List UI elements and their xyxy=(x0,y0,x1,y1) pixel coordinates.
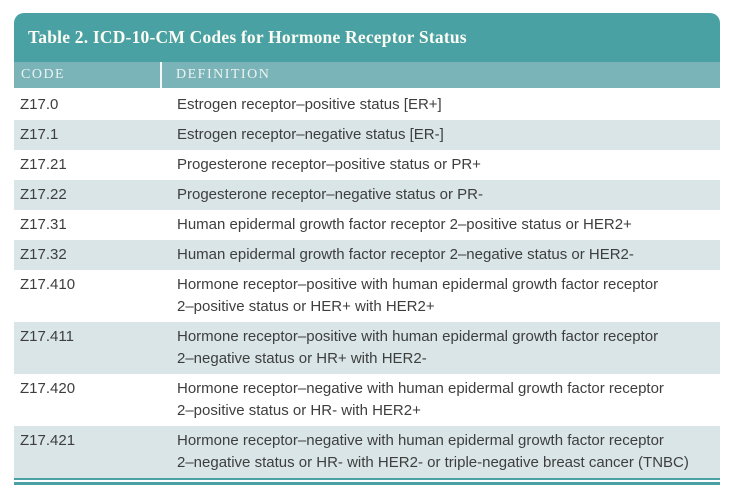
table-row: Z17.1 Estrogen receptor–negative status … xyxy=(14,120,720,150)
table-row: Z17.421 Hormone receptor–negative with h… xyxy=(14,426,720,478)
code-cell: Z17.21 xyxy=(20,156,67,173)
code-cell: Z17.0 xyxy=(20,96,59,113)
table-column-header-row: CODE DEFINITION xyxy=(14,62,720,88)
definition-cell: Estrogen receptor–negative status [ER-] xyxy=(177,126,444,143)
definition-cell: Human epidermal growth factor receptor 2… xyxy=(177,216,632,233)
column-header-code: CODE xyxy=(14,62,162,88)
code-cell: Z17.421 xyxy=(20,432,76,449)
code-cell: Z17.410 xyxy=(20,276,76,293)
code-cell: Z17.411 xyxy=(20,328,74,345)
code-cell: Z17.420 xyxy=(20,380,76,397)
code-cell: Z17.1 xyxy=(20,126,59,143)
bottom-rule-gap xyxy=(14,480,720,482)
table-row: Z17.21 Progesterone receptor–positive st… xyxy=(14,150,720,180)
table-title-bar: Table 2. ICD-10-CM Codes for Hormone Rec… xyxy=(14,13,720,62)
table-row: Z17.410 Hormone receptor–positive with h… xyxy=(14,270,720,322)
table-row: Z17.411 Hormone receptor–positive with h… xyxy=(14,322,720,374)
code-cell: Z17.31 xyxy=(20,216,67,233)
column-header-definition: DEFINITION xyxy=(176,67,271,82)
table-row: Z17.22 Progesterone receptor–negative st… xyxy=(14,180,720,210)
definition-cell: Hormone receptor–positive with human epi… xyxy=(177,328,659,367)
definition-cell: Progesterone receptor–negative status or… xyxy=(177,186,483,203)
definition-cell: Human epidermal growth factor receptor 2… xyxy=(177,246,634,263)
definition-cell: Progesterone receptor–positive status or… xyxy=(177,156,481,173)
definition-cell: Hormone receptor–negative with human epi… xyxy=(177,432,689,471)
code-cell: Z17.22 xyxy=(20,186,67,203)
code-cell: Z17.32 xyxy=(20,246,67,263)
definition-cell: Estrogen receptor–positive status [ER+] xyxy=(177,96,442,113)
table-row: Z17.32 Human epidermal growth factor rec… xyxy=(14,240,720,270)
header-separator xyxy=(14,88,720,90)
definition-cell: Hormone receptor–positive with human epi… xyxy=(177,276,659,315)
icd10-codes-table: Table 2. ICD-10-CM Codes for Hormone Rec… xyxy=(14,13,720,485)
table-bottom-rule xyxy=(14,478,720,485)
definition-cell: Hormone receptor–negative with human epi… xyxy=(177,380,664,419)
table-row: Z17.0 Estrogen receptor–positive status … xyxy=(14,90,720,120)
table-body: Z17.0 Estrogen receptor–positive status … xyxy=(14,90,720,478)
table-row: Z17.420 Hormone receptor–negative with h… xyxy=(14,374,720,426)
table-row: Z17.31 Human epidermal growth factor rec… xyxy=(14,210,720,240)
bottom-rule-bottom-line xyxy=(14,482,720,485)
table-title: Table 2. ICD-10-CM Codes for Hormone Rec… xyxy=(28,27,467,47)
bottom-rule-top-line xyxy=(14,478,720,480)
